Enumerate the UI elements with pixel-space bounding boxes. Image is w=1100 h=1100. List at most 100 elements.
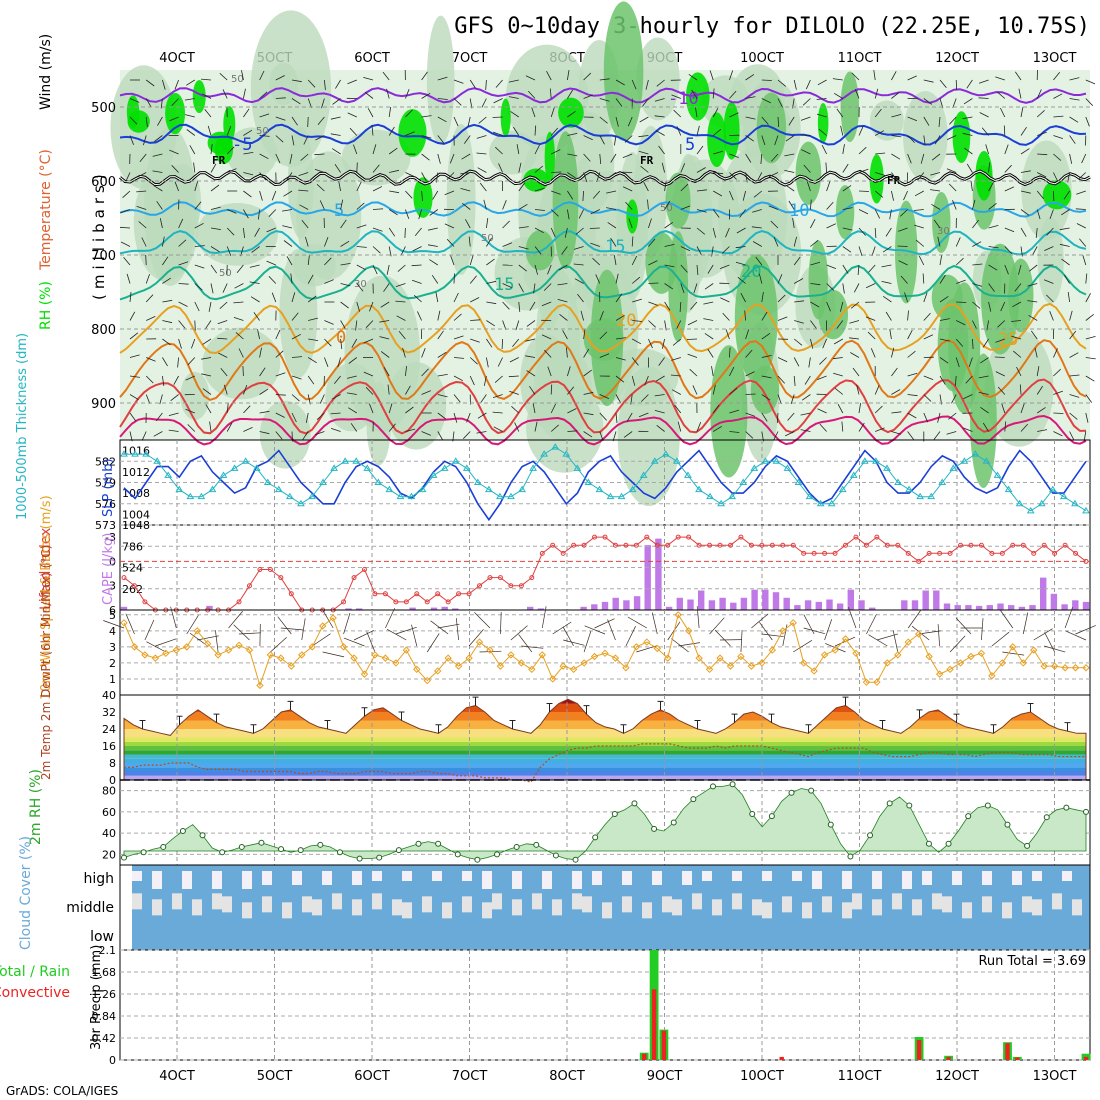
wind-barb [982, 338, 989, 348]
wind-barb [171, 98, 179, 106]
wind-barb [822, 338, 827, 349]
thickness-point [219, 471, 228, 478]
wind-barb [386, 88, 390, 99]
wind-barb [421, 431, 431, 436]
wind-barb [745, 135, 755, 142]
wind-barb [235, 332, 244, 340]
wind-barb [647, 199, 649, 210]
temp-band [124, 771, 1086, 776]
wind-barb [988, 225, 999, 229]
cloud-cell-mid [582, 896, 592, 913]
wind-barb [1060, 209, 1070, 216]
wind-barb [842, 185, 852, 192]
wind-barb [1016, 366, 1022, 377]
top-date-label: 11OCT [838, 51, 882, 66]
cloud-cell-mid [602, 902, 612, 919]
wind-barb [146, 316, 156, 321]
wind-barb [610, 237, 617, 247]
wind-barb [259, 190, 263, 201]
wind-barb [1079, 238, 1087, 247]
wind-speed-point [287, 662, 296, 670]
freezing-label: FR [212, 154, 226, 167]
wind-barb [881, 264, 892, 268]
thickness-point [175, 485, 184, 493]
wind-barb [298, 189, 309, 192]
lifted-index-point [267, 567, 273, 573]
cape-bar [751, 589, 758, 610]
wind-barb [1004, 246, 1013, 254]
rh-point [847, 853, 854, 860]
rh-shade-dark [665, 172, 691, 229]
lifted-index-point [560, 550, 566, 556]
bottom-date-label: 10OCT [740, 1069, 784, 1084]
wind-barb [1069, 135, 1076, 144]
wind-speed-point [496, 662, 505, 670]
lifted-index-point [121, 575, 127, 581]
wind-barb [202, 338, 212, 345]
wind-barb [891, 172, 898, 181]
wind-barb [874, 405, 883, 414]
wind-barb [275, 412, 285, 418]
wind-barb [810, 261, 821, 266]
wind-barb [404, 227, 406, 239]
wind-barb [173, 375, 179, 385]
wind-barb [891, 367, 898, 377]
wind-barb [429, 259, 439, 266]
rh-shade-dark [795, 141, 822, 205]
wind-barb [768, 172, 779, 178]
wind-barb [768, 205, 779, 210]
wind-barb [421, 172, 427, 182]
wind-barb [516, 144, 520, 155]
cape-bar [965, 605, 972, 610]
wind-barb [157, 116, 163, 126]
wind-barb [567, 430, 578, 432]
thickness-tick: 576 [95, 498, 116, 511]
thickness-point [164, 471, 173, 478]
wind-barb [178, 320, 186, 329]
temp-contour [119, 201, 1087, 218]
rh-shade-dark [645, 232, 678, 294]
wind-barb [365, 387, 374, 395]
temp-contour-label: 15 [605, 237, 625, 257]
cloud-cell-mid [822, 896, 832, 913]
wind-barb [583, 630, 592, 653]
wind-barb [615, 412, 618, 423]
wind-barb [583, 412, 594, 416]
wind-barb [599, 78, 610, 81]
wind-barb [625, 626, 636, 647]
wind-barb [856, 384, 860, 395]
wind-barb [988, 162, 990, 173]
rh-point [415, 840, 422, 847]
wind-barb [672, 338, 682, 346]
wind-barb [590, 209, 600, 215]
precip-conv-bar [916, 1040, 922, 1060]
wind-barb [1011, 335, 1022, 340]
wind-speed-point [266, 651, 275, 659]
cloud-cell-high [702, 871, 712, 881]
rh-point [435, 840, 442, 847]
wind-barb [761, 292, 764, 303]
lifted-index-point [738, 534, 744, 540]
wind-barb [160, 98, 163, 109]
wind-barb [129, 135, 134, 145]
wind-barb [986, 320, 989, 331]
wind-barb [1002, 651, 1025, 656]
wind-barb [380, 351, 390, 358]
wind-barb [745, 329, 750, 340]
lifted-index-point [707, 542, 713, 548]
wind-barb [800, 412, 811, 416]
wind-barb [210, 206, 221, 210]
wind-barb [120, 241, 131, 247]
wind-barb [751, 613, 769, 629]
wind-barb [1059, 227, 1070, 231]
wind-barb [551, 149, 561, 155]
lifted-index-point [1062, 542, 1068, 548]
thickness-point [319, 478, 327, 485]
wind-barb [509, 357, 519, 363]
wind-barb [290, 273, 293, 284]
cape-tick: 1048 [122, 519, 150, 532]
cloud-cell-high [732, 871, 742, 881]
wind-barb [638, 150, 649, 155]
wind-barb [599, 135, 605, 145]
rh-contour-label: 30 [354, 279, 367, 290]
